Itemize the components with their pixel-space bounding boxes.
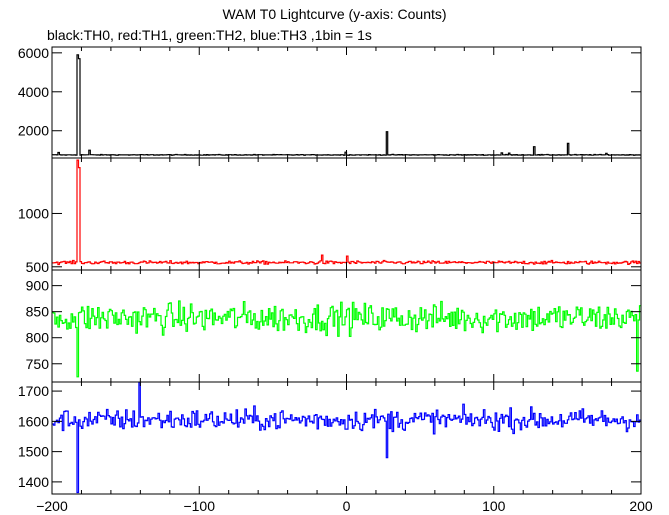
chart-subtitle: black:TH0, red:TH1, green:TH2, blue:TH3 … [47,27,372,43]
series-line-th2 [52,300,641,378]
series-line-th1 [52,159,641,266]
y-tick-label-th3: 1400 [18,474,49,490]
y-tick-label-th3: 1500 [18,444,49,460]
y-tick-label-th2: 800 [26,330,50,346]
series-line-th3 [52,382,641,494]
panel-frame-th2 [51,269,642,383]
x-tick-label: 0 [343,498,351,514]
y-tick-label-th1: 500 [26,259,50,275]
y-tick-label-th2: 850 [26,304,50,320]
y-tick-label-th0: 4000 [18,84,49,100]
y-tick-label-th2: 900 [26,278,50,294]
panel-frame-th0 [51,46,642,159]
x-tick-label: 100 [482,498,506,514]
panel-frame-th1 [51,157,642,271]
x-tick-label: 200 [629,498,653,514]
y-tick-label-th3: 1600 [18,413,49,429]
chart-title: WAM T0 Lightcurve (y-axis: Counts) [222,6,447,22]
y-tick-label-th3: 1700 [18,383,49,399]
x-tick-label: −200 [36,498,68,514]
series-line-th0 [52,54,641,156]
y-tick-label-th0: 6000 [18,45,49,61]
y-tick-label-th0: 2000 [18,123,49,139]
y-tick-label-th1: 1000 [18,205,49,221]
y-tick-label-th2: 750 [26,356,50,372]
x-tick-label: −100 [183,498,215,514]
